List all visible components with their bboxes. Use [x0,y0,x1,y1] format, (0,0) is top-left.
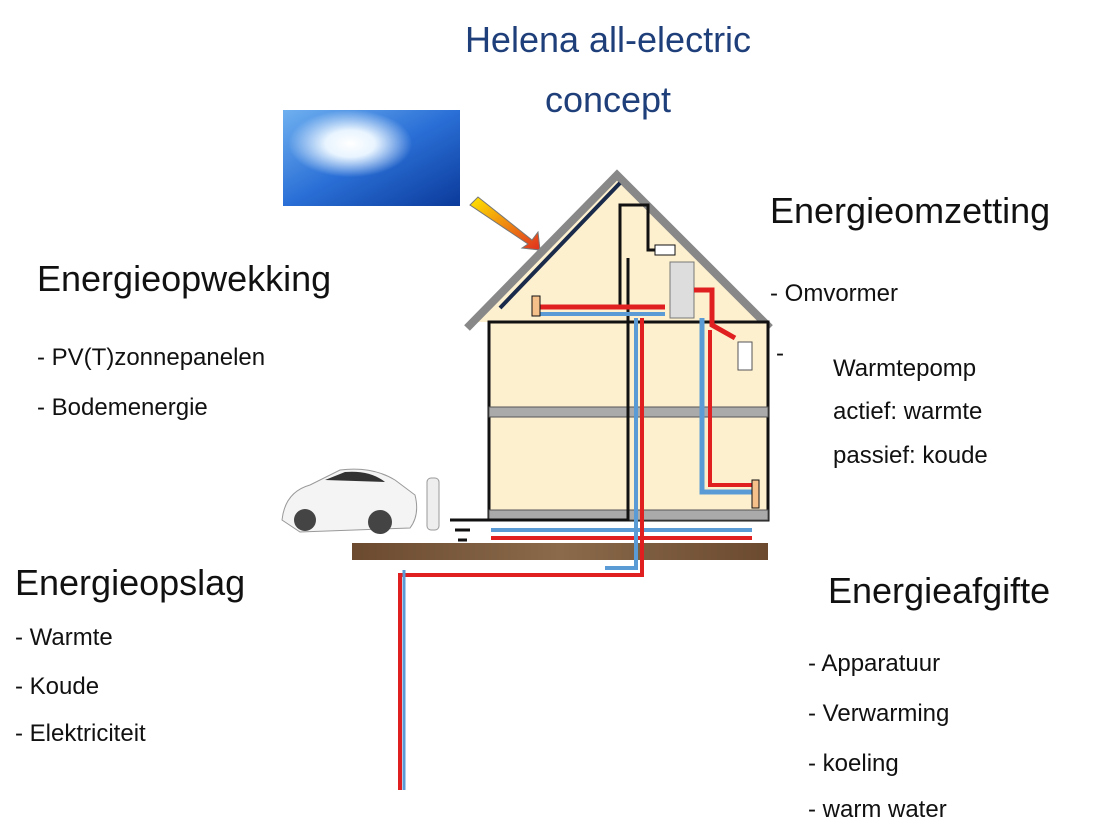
item: - Elektriciteit [15,720,146,748]
item: - Omvormer [770,280,898,308]
item: - Apparatuur [808,650,940,678]
sun-ray [470,197,540,250]
heading: Energieopslag [15,562,245,604]
bullet: - [776,340,784,368]
heading: Energieafgifte [828,570,1050,612]
item: - koeling [808,750,899,778]
ground [352,543,768,560]
radiator [752,480,759,508]
inverter [655,245,675,255]
shower [738,342,752,370]
item: - PV(T)zonnepanelen [37,344,265,372]
item: - Warmte [15,624,113,652]
collector [532,296,540,316]
charger [427,478,439,530]
car-wheel [294,509,316,531]
item: - Verwarming [808,700,949,728]
item: - Koude [15,673,99,701]
item: passief: koude [833,442,988,470]
item: actief: warmte [833,398,982,426]
attic [474,180,760,322]
item: Warmtepomp [833,355,976,383]
heat-pump [670,262,694,318]
heading: Energieomzetting [770,190,1050,232]
item: - warm water [808,796,947,822]
slide: Helena all-electric concept Energieopwek… [0,0,1118,822]
title: Helena all-electric concept [408,10,808,130]
heading: Energieopwekking [37,258,331,300]
item: - Bodemenergie [37,394,208,422]
car-wheel [368,510,392,534]
